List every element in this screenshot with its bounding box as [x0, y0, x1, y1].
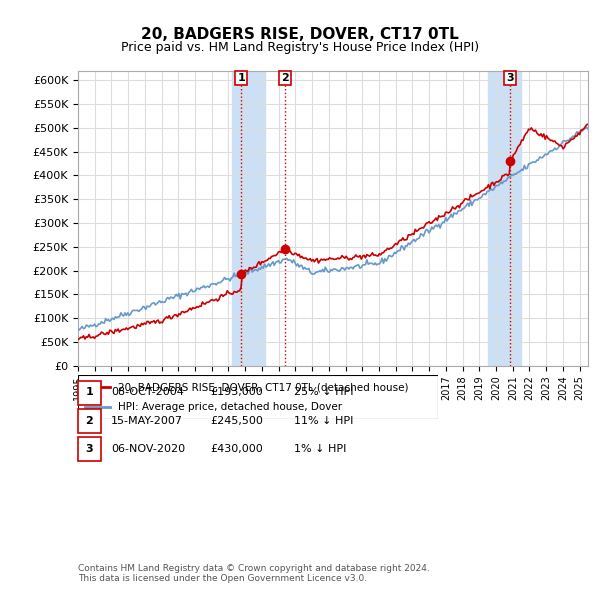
Text: 25% ↓ HPI: 25% ↓ HPI: [294, 388, 353, 398]
Bar: [488, 71, 521, 366]
Text: HPI: Average price, detached house, Dover: HPI: Average price, detached house, Dove…: [118, 402, 342, 411]
Text: 2: 2: [281, 73, 289, 83]
Text: 3: 3: [86, 444, 93, 454]
Text: 20, BADGERS RISE, DOVER, CT17 0TL: 20, BADGERS RISE, DOVER, CT17 0TL: [141, 27, 459, 41]
Text: £193,000: £193,000: [210, 388, 263, 398]
Text: £245,500: £245,500: [210, 416, 263, 426]
Text: 08-OCT-2004: 08-OCT-2004: [111, 388, 184, 398]
Text: 1% ↓ HPI: 1% ↓ HPI: [294, 444, 346, 454]
Text: 20, BADGERS RISE, DOVER, CT17 0TL (detached house): 20, BADGERS RISE, DOVER, CT17 0TL (detac…: [118, 382, 408, 392]
Text: 11% ↓ HPI: 11% ↓ HPI: [294, 416, 353, 426]
Text: 1: 1: [238, 73, 245, 83]
FancyBboxPatch shape: [78, 375, 438, 419]
Text: £430,000: £430,000: [210, 444, 263, 454]
Text: 2: 2: [86, 416, 93, 426]
Text: Contains HM Land Registry data © Crown copyright and database right 2024.
This d: Contains HM Land Registry data © Crown c…: [78, 563, 430, 583]
Text: 06-NOV-2020: 06-NOV-2020: [111, 444, 185, 454]
Text: Price paid vs. HM Land Registry's House Price Index (HPI): Price paid vs. HM Land Registry's House …: [121, 41, 479, 54]
Text: 15-MAY-2007: 15-MAY-2007: [111, 416, 183, 426]
Text: 1: 1: [86, 388, 93, 398]
Text: 3: 3: [506, 73, 514, 83]
Bar: [232, 71, 265, 366]
